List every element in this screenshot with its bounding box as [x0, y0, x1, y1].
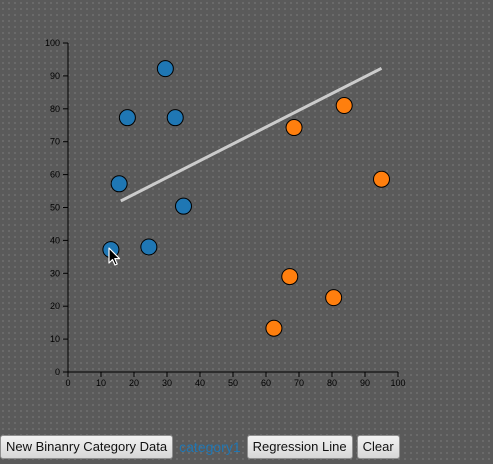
x-tick-label: 70 [294, 378, 304, 388]
data-point[interactable] [110, 175, 128, 193]
y-tick-label: 50 [50, 203, 60, 213]
y-tick-label: 20 [50, 301, 60, 311]
chart-axes: 0 10 20 30 40 50 60 70 80 90 100 0 10 20 30 40 50 60 70 80 9… [45, 38, 406, 388]
y-tick-label: 60 [50, 170, 60, 180]
x-tick-label: 90 [360, 378, 370, 388]
x-tick-label: 50 [228, 378, 238, 388]
points-layer [102, 60, 390, 337]
y-tick-label: 10 [50, 334, 60, 344]
data-point[interactable] [156, 60, 174, 78]
y-tick-label: 80 [50, 104, 60, 114]
x-tick-label: 20 [129, 378, 139, 388]
x-tick-label: 100 [390, 378, 405, 388]
data-point[interactable] [140, 238, 158, 256]
x-tick-label: 60 [261, 378, 271, 388]
data-point[interactable] [373, 170, 390, 188]
data-point[interactable] [335, 97, 353, 115]
category-label: category1 [179, 439, 241, 455]
arrow-cursor-icon [108, 247, 121, 266]
clear-button[interactable]: Clear [356, 435, 400, 459]
x-tick-label: 10 [96, 378, 106, 388]
x-tick-label: 30 [162, 378, 172, 388]
x-tick-label: 40 [195, 378, 205, 388]
x-tick-label: 80 [327, 378, 337, 388]
y-tick-label: 90 [50, 71, 60, 81]
regression-line [120, 66, 383, 203]
data-point[interactable] [281, 268, 299, 286]
regression-layer [120, 66, 383, 203]
y-tick-label: 100 [45, 38, 60, 48]
data-point[interactable] [118, 109, 136, 127]
y-tick-label: 40 [50, 235, 60, 245]
data-point[interactable] [285, 119, 303, 137]
regression-line-button[interactable]: Regression Line [246, 435, 353, 459]
y-tick-label: 30 [50, 268, 60, 278]
y-tick-label: 0 [55, 367, 60, 377]
y-tick-label: 70 [50, 137, 60, 147]
data-point[interactable] [325, 289, 343, 307]
x-tick-label: 0 [65, 378, 70, 388]
data-point[interactable] [265, 319, 283, 337]
scatter-chart[interactable]: 0 10 20 30 40 50 60 70 80 90 100 0 10 20 30 40 50 60 70 80 9… [0, 0, 493, 430]
new-binary-category-data-button[interactable]: New Binanry Category Data [0, 435, 174, 459]
controls-bar: New Binanry Category Data category1 Regr… [0, 434, 400, 460]
data-point[interactable] [166, 109, 184, 127]
data-point[interactable] [175, 197, 192, 215]
